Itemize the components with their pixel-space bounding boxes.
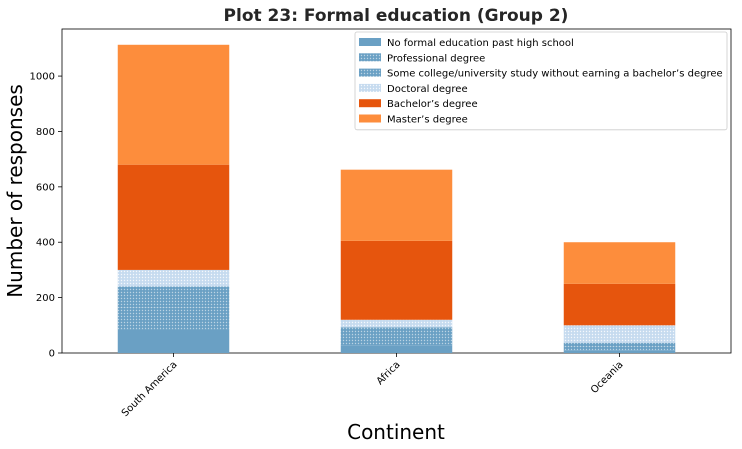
bar-south-america-bachelor-s-degree — [117, 164, 230, 270]
bar-south-america-doctoral-degree — [117, 269, 230, 287]
x-axis-title: Continent — [347, 420, 445, 444]
legend-label: No formal education past high school — [387, 38, 574, 49]
legend-box — [354, 31, 728, 131]
x-tick-label-africa: Africa — [375, 359, 403, 387]
y-tick-label: 800 — [36, 127, 55, 138]
bar-africa-bachelor-s-degree — [340, 240, 453, 320]
y-tick-label: 0 — [49, 349, 55, 360]
y-tick-label: 600 — [36, 182, 55, 193]
bar-africa-professional-degree — [340, 335, 453, 346]
y-tick-label: 400 — [36, 238, 55, 249]
chart-title: Plot 23: Formal education (Group 2) — [224, 6, 569, 26]
legend-swatch — [359, 83, 381, 92]
bar-south-america-no-formal-education-past-high- — [117, 329, 230, 353]
legend-label: Doctoral degree — [387, 84, 468, 95]
x-tick-label-south-america: South America — [120, 359, 180, 419]
legend-swatch — [359, 99, 381, 108]
y-axis-title: Number of responses — [3, 84, 27, 298]
x-tick-label-oceania: Oceania — [589, 359, 626, 396]
bar-africa-some-college-university-study- — [340, 327, 453, 336]
bar-oceania-professional-degree — [563, 346, 676, 351]
legend-label: Master’s degree — [387, 115, 468, 126]
legend-swatch — [359, 68, 381, 77]
legend-swatch — [359, 53, 381, 62]
legend-label: Bachelor’s degree — [387, 99, 478, 110]
bar-africa-master-s-degree — [340, 169, 453, 241]
legend-swatch — [359, 114, 381, 123]
bar-oceania-master-s-degree — [563, 242, 676, 284]
bar-oceania-no-formal-education-past-high- — [563, 350, 676, 353]
bar-africa-doctoral-degree — [340, 319, 453, 328]
bar-oceania-doctoral-degree — [563, 325, 676, 343]
bar-oceania-some-college-university-study- — [563, 342, 676, 347]
bar-oceania-bachelor-s-degree — [563, 283, 676, 326]
bar-south-america-some-college-university-study- — [117, 286, 230, 308]
y-tick-label: 1000 — [30, 72, 55, 83]
y-tick-label: 200 — [36, 293, 55, 304]
legend-label: Some college/university study without ea… — [387, 69, 723, 80]
legend-label: Professional degree — [387, 53, 485, 64]
bar-south-america-master-s-degree — [117, 44, 230, 165]
bar-south-america-professional-degree — [117, 307, 230, 330]
bar-africa-no-formal-education-past-high- — [340, 345, 453, 353]
legend-swatch — [359, 38, 381, 46]
